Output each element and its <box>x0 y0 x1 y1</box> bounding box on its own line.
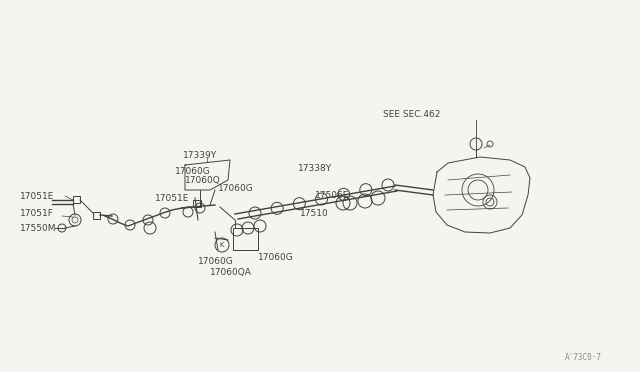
Text: A'73C0·7: A'73C0·7 <box>565 353 602 362</box>
Text: 17338Y: 17338Y <box>298 164 332 173</box>
Text: 17339Y: 17339Y <box>183 151 217 160</box>
Text: 17060G: 17060G <box>218 183 253 192</box>
Text: 17506E: 17506E <box>315 190 349 199</box>
Text: 17060G: 17060G <box>198 257 234 266</box>
Text: SEE SEC.462: SEE SEC.462 <box>383 109 440 119</box>
Bar <box>93 212 100 219</box>
Text: 17051E: 17051E <box>20 192 54 201</box>
Bar <box>193 200 201 207</box>
Text: 17060G: 17060G <box>258 253 294 263</box>
Bar <box>233 228 258 250</box>
Text: 17060G: 17060G <box>175 167 211 176</box>
Text: 17051E: 17051E <box>155 193 189 202</box>
Text: 17510: 17510 <box>300 208 329 218</box>
Text: 17550M: 17550M <box>20 224 56 232</box>
Bar <box>73 196 80 203</box>
Text: 17051F: 17051F <box>20 208 54 218</box>
Text: 17060Q: 17060Q <box>185 176 221 185</box>
Text: 17060QA: 17060QA <box>210 267 252 276</box>
Text: K: K <box>220 242 224 248</box>
